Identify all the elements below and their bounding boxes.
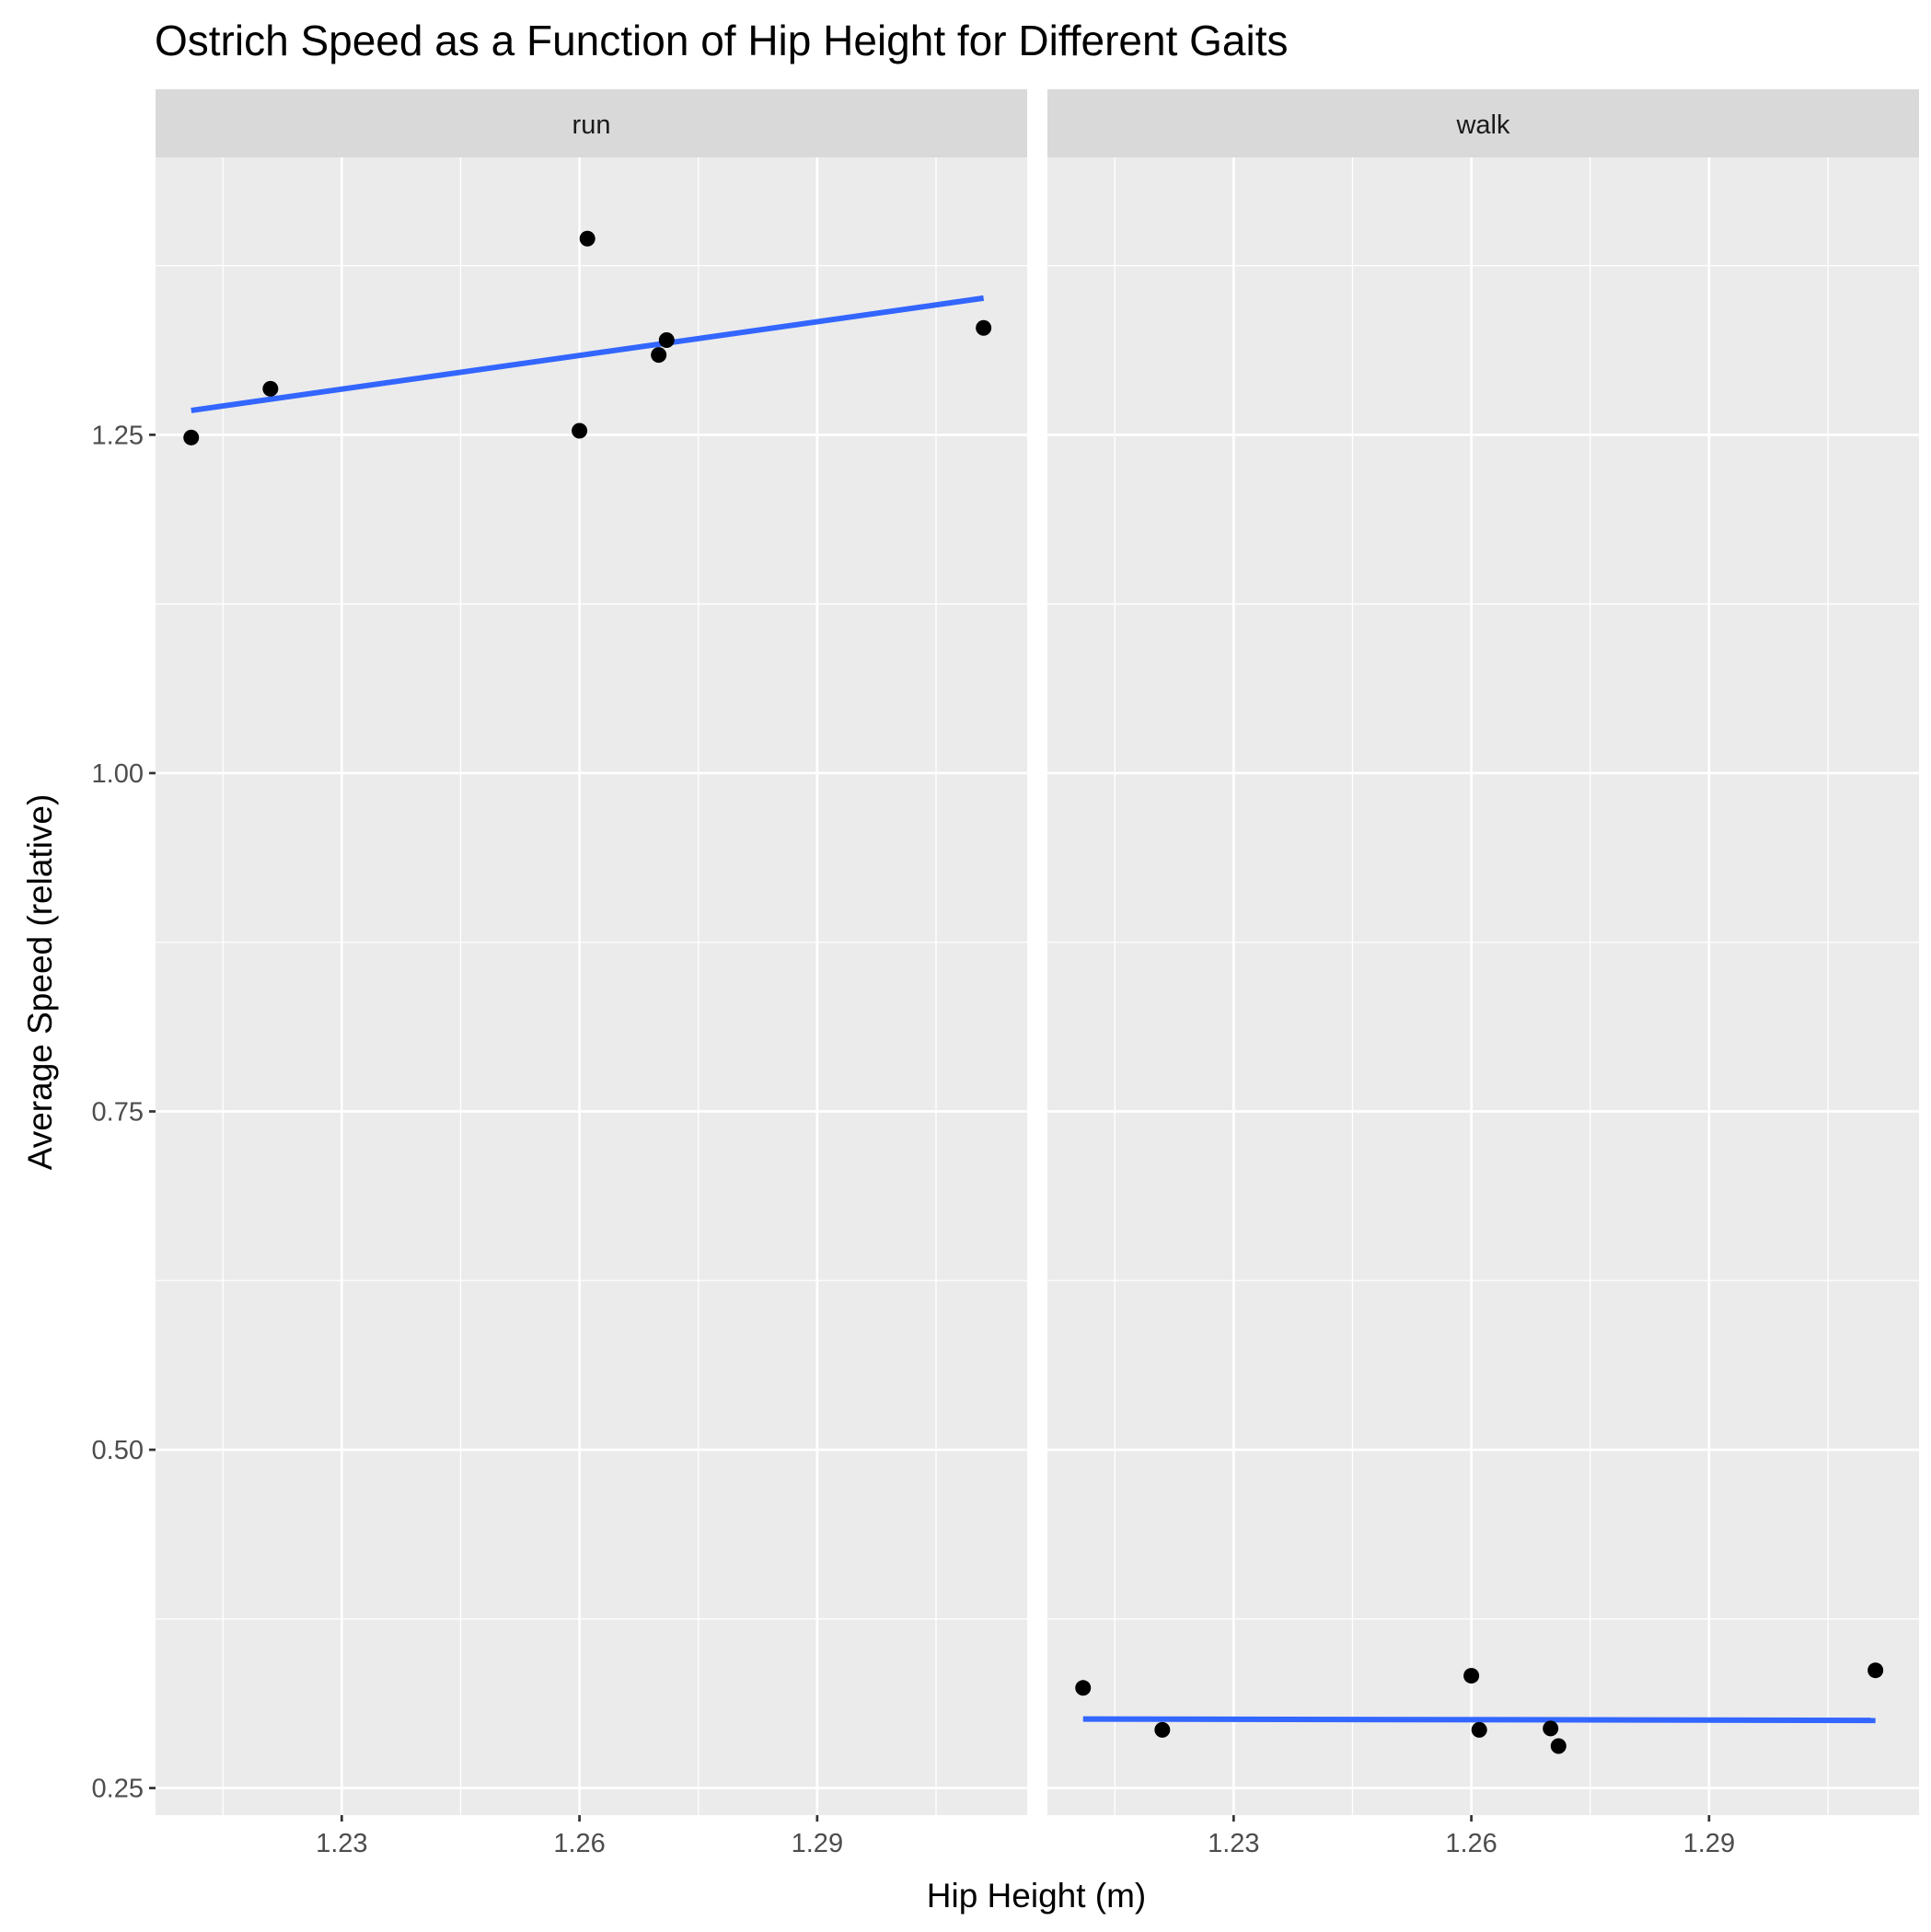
y-tick-label: 1.25 — [92, 421, 144, 450]
data-point — [1154, 1721, 1171, 1738]
panel-background — [1047, 157, 1919, 1815]
panel-run: run 1.23 1.26 1.29 — [156, 89, 1027, 1858]
facet-strip-label: run — [572, 110, 611, 140]
data-point — [1867, 1662, 1884, 1679]
x-tick-label: 1.23 — [1208, 1829, 1259, 1858]
data-point — [1075, 1680, 1092, 1696]
trend-line — [191, 295, 985, 413]
x-tick-label: 1.26 — [1445, 1829, 1497, 1858]
data-point — [976, 319, 992, 336]
x-tick-label: 1.29 — [1683, 1829, 1735, 1858]
y-axis-title: Average Speed (relative) — [21, 794, 59, 1171]
facet-strip — [156, 89, 1027, 157]
data-point — [658, 331, 675, 348]
facet-strip-label: walk — [1455, 110, 1510, 140]
y-tick-label: 0.50 — [92, 1436, 144, 1465]
data-point — [1463, 1668, 1480, 1684]
y-tick-label: 1.00 — [92, 759, 144, 789]
y-tick-label: 0.25 — [92, 1775, 144, 1804]
x-axis-title: Hip Height (m) — [927, 1877, 1147, 1915]
data-point — [1543, 1720, 1559, 1737]
data-point — [262, 380, 279, 397]
data-point — [579, 230, 595, 247]
data-point — [183, 429, 200, 445]
chart-title: Ostrich Speed as a Function of Hip Heigh… — [155, 17, 1289, 64]
trend-line — [1082, 1716, 1876, 1724]
data-point — [651, 347, 667, 364]
x-tick-label: 1.26 — [553, 1829, 605, 1858]
data-point — [572, 422, 588, 439]
y-tick-label: 0.75 — [92, 1097, 144, 1127]
x-tick-label: 1.29 — [792, 1829, 843, 1858]
x-tick-label: 1.23 — [316, 1829, 367, 1858]
panel-walk: walk 1.23 1.26 1.29 — [1047, 89, 1919, 1858]
panel-background — [156, 157, 1027, 1815]
facet-strip — [1047, 89, 1919, 157]
data-point — [1471, 1721, 1487, 1738]
data-point — [1550, 1738, 1567, 1754]
